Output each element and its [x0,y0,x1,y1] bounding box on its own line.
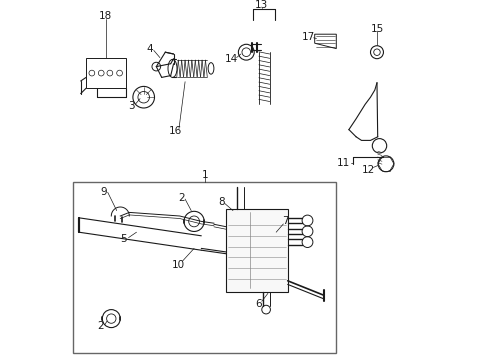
Text: 13: 13 [255,0,268,10]
Text: 2: 2 [178,193,184,203]
Text: 9: 9 [100,186,106,197]
Text: 6: 6 [255,299,262,309]
Text: 14: 14 [225,54,238,64]
Text: 5: 5 [121,234,127,244]
Text: 8: 8 [217,197,224,207]
Text: 15: 15 [369,24,383,34]
Text: 11: 11 [336,158,349,168]
Text: 1: 1 [201,170,208,180]
Bar [73,182,336,353]
Text: 2: 2 [97,321,103,331]
Text: 16: 16 [168,126,182,136]
Bar [226,209,287,292]
Text: 18: 18 [99,11,112,21]
Text: 3: 3 [127,101,134,111]
Text: 4: 4 [146,44,153,54]
Text: 17: 17 [301,32,315,42]
Bar [86,58,125,88]
Text: 7: 7 [282,216,288,226]
Text: 12: 12 [361,165,375,175]
Text: 10: 10 [171,260,184,270]
